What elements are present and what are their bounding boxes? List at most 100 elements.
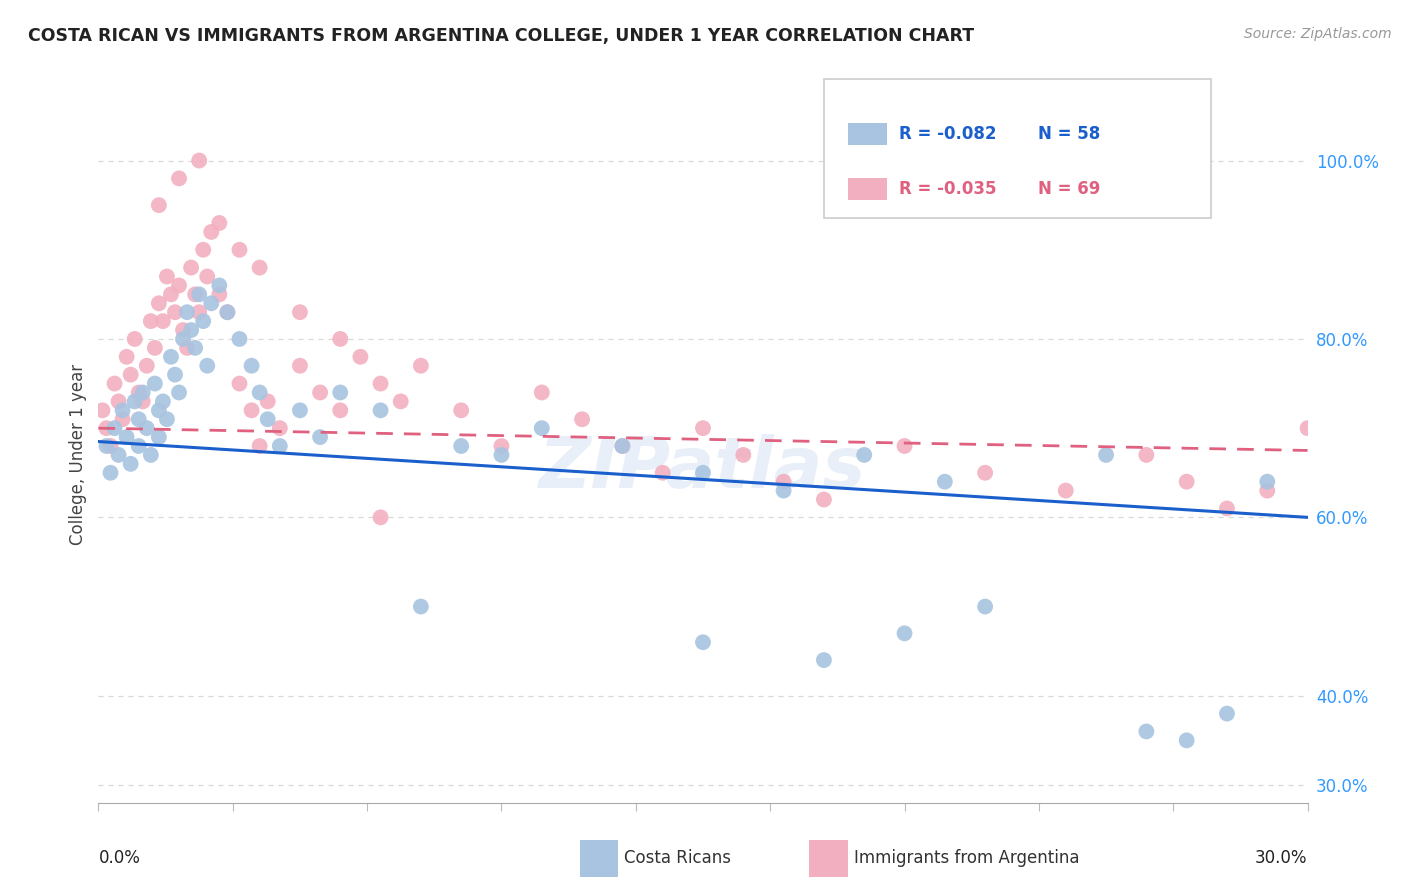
Point <box>163 305 186 319</box>
Point <box>974 466 997 480</box>
Point <box>370 376 392 391</box>
Point <box>1175 475 1198 489</box>
Point <box>450 439 472 453</box>
Point <box>853 448 876 462</box>
Point <box>128 412 150 426</box>
Point <box>120 457 142 471</box>
Point <box>450 403 472 417</box>
Point <box>208 216 231 230</box>
Point <box>128 385 150 400</box>
Point <box>772 483 794 498</box>
Point <box>160 287 183 301</box>
Point <box>208 278 231 293</box>
Point <box>309 385 332 400</box>
Point <box>163 368 186 382</box>
Point <box>530 421 553 435</box>
Text: R = -0.082: R = -0.082 <box>898 125 997 143</box>
Point <box>1256 483 1278 498</box>
Point <box>200 296 222 310</box>
Point <box>160 350 183 364</box>
Point <box>249 385 271 400</box>
Point <box>370 403 392 417</box>
Point <box>188 153 211 168</box>
Point <box>148 198 170 212</box>
Point <box>692 421 714 435</box>
Y-axis label: College, Under 1 year: College, Under 1 year <box>69 364 87 546</box>
Point <box>188 287 211 301</box>
Point <box>329 403 352 417</box>
Point <box>651 466 673 480</box>
Text: R = -0.035: R = -0.035 <box>898 180 997 198</box>
Point <box>148 296 170 310</box>
Point <box>195 359 218 373</box>
Point <box>193 314 215 328</box>
Point <box>176 305 198 319</box>
Point <box>288 403 311 417</box>
Point <box>228 332 250 346</box>
Point <box>240 403 263 417</box>
Text: Immigrants from Argentina: Immigrants from Argentina <box>855 849 1080 867</box>
Point <box>180 323 202 337</box>
Point <box>143 341 166 355</box>
Point <box>228 243 250 257</box>
Point <box>124 332 146 346</box>
Point <box>148 430 170 444</box>
Point <box>269 421 291 435</box>
Point <box>530 385 553 400</box>
Point <box>143 376 166 391</box>
Point <box>612 439 634 453</box>
Point <box>612 439 634 453</box>
Point <box>200 225 222 239</box>
Text: 30.0%: 30.0% <box>1256 849 1308 867</box>
Point <box>1054 483 1077 498</box>
Point <box>188 305 211 319</box>
Point <box>389 394 412 409</box>
Point <box>152 314 174 328</box>
Point <box>571 412 593 426</box>
Point <box>409 359 432 373</box>
Point <box>813 653 835 667</box>
Point <box>195 269 218 284</box>
Point <box>148 403 170 417</box>
Point <box>96 439 118 453</box>
Point <box>156 412 179 426</box>
Point <box>167 171 190 186</box>
Point <box>103 376 125 391</box>
Point <box>491 439 513 453</box>
Point <box>1095 448 1118 462</box>
Text: ZIPatlas: ZIPatlas <box>540 434 866 503</box>
Point <box>91 403 114 417</box>
Point <box>217 305 239 319</box>
Point <box>1216 501 1239 516</box>
Text: N = 58: N = 58 <box>1038 125 1099 143</box>
Point <box>111 412 134 426</box>
Point <box>172 323 194 337</box>
Point <box>111 403 134 417</box>
Point <box>256 394 278 409</box>
Point <box>974 599 997 614</box>
Point <box>288 305 311 319</box>
Point <box>893 439 915 453</box>
Point <box>184 287 207 301</box>
Point <box>1296 421 1319 435</box>
Point <box>184 341 207 355</box>
Point <box>172 332 194 346</box>
Point <box>249 439 271 453</box>
FancyBboxPatch shape <box>579 839 619 877</box>
Point <box>692 635 714 649</box>
Point <box>409 599 432 614</box>
Point <box>893 626 915 640</box>
Point <box>491 448 513 462</box>
Point <box>329 332 352 346</box>
FancyBboxPatch shape <box>848 178 887 200</box>
Point <box>208 287 231 301</box>
Point <box>692 466 714 480</box>
Point <box>934 475 956 489</box>
Text: 0.0%: 0.0% <box>98 849 141 867</box>
Point <box>132 385 155 400</box>
FancyBboxPatch shape <box>810 839 848 877</box>
Point <box>228 376 250 391</box>
Point <box>124 394 146 409</box>
Point <box>288 359 311 373</box>
Point <box>772 475 794 489</box>
